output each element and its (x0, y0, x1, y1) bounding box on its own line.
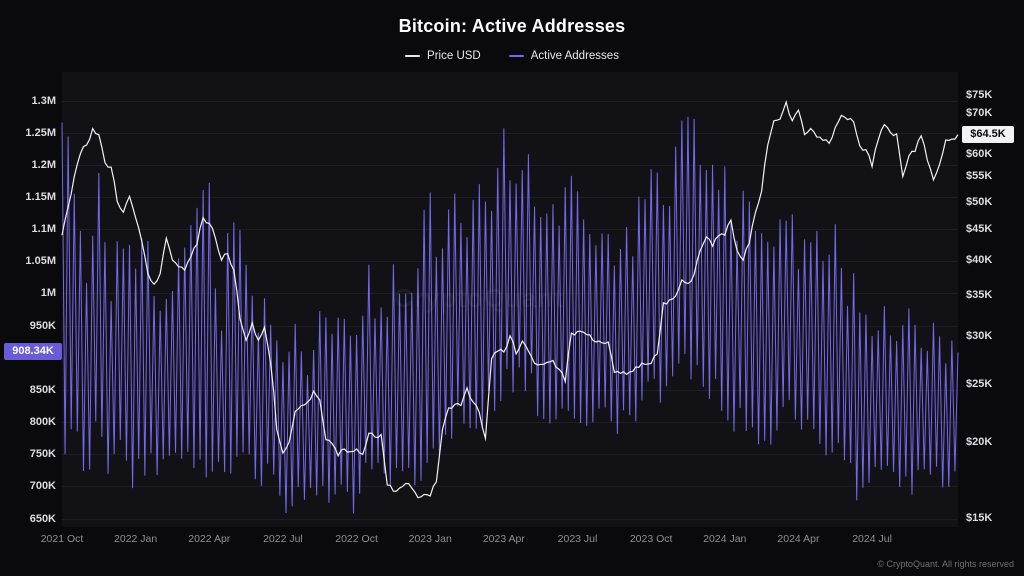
active-addresses-value-badge: 908.34K (4, 343, 62, 361)
left-axis-tick: 700K (29, 480, 56, 493)
left-axis-tick: 1.25M (25, 126, 56, 139)
x-axis-tick: 2024 Jul (852, 533, 892, 545)
left-axis-tick: 800K (29, 416, 56, 429)
left-axis-tick: 1M (40, 287, 56, 300)
x-axis-tick: 2022 Oct (335, 533, 378, 545)
left-axis-tick: 850K (29, 383, 56, 396)
right-axis-tick: $50K (966, 195, 993, 208)
x-axis-tick: 2023 Apr (482, 533, 525, 545)
right-axis-tick: $35K (966, 289, 993, 302)
left-axis-tick: 1.15M (25, 191, 56, 204)
left-axis-tick: 950K (29, 319, 56, 332)
right-axis-tick: $45K (966, 223, 993, 236)
right-axis-tick: $25K (966, 377, 993, 390)
right-axis-tick: $75K (966, 88, 993, 101)
x-axis-tick: 2024 Jan (703, 533, 747, 545)
left-axis-tick: 650K (29, 512, 56, 525)
right-axis-tick: $30K (966, 329, 993, 342)
x-axis-tick: 2023 Jan (408, 533, 452, 545)
right-axis-tick: $70K (966, 107, 993, 120)
left-axis-tick: 1.05M (25, 255, 56, 268)
x-axis-tick: 2022 Jul (263, 533, 303, 545)
left-axis-tick: 1.2M (31, 158, 56, 171)
x-axis-tick: 2022 Apr (188, 533, 231, 545)
price-value-badge: $64.5K (962, 125, 1014, 143)
right-axis-tick: $60K (966, 147, 993, 160)
copyright-notice: © CryptoQuant. All rights reserved (877, 559, 1014, 569)
right-axis-tick: $15K (966, 511, 993, 524)
x-axis-tick: 2023 Jul (557, 533, 598, 545)
right-axis-tick: $55K (966, 170, 993, 183)
left-axis-tick: 1.1M (31, 223, 56, 236)
x-axis-tick: 2021 Oct (40, 533, 84, 545)
right-axis-tick: $40K (966, 254, 993, 267)
x-axis-tick: 2022 Jan (114, 533, 158, 545)
left-axis-tick: 750K (29, 448, 56, 461)
x-axis-tick: 2024 Apr (777, 533, 820, 545)
x-axis-tick: 2023 Oct (629, 533, 673, 545)
right-axis-tick: $20K (966, 436, 993, 449)
left-axis-tick: 1.3M (31, 94, 56, 107)
